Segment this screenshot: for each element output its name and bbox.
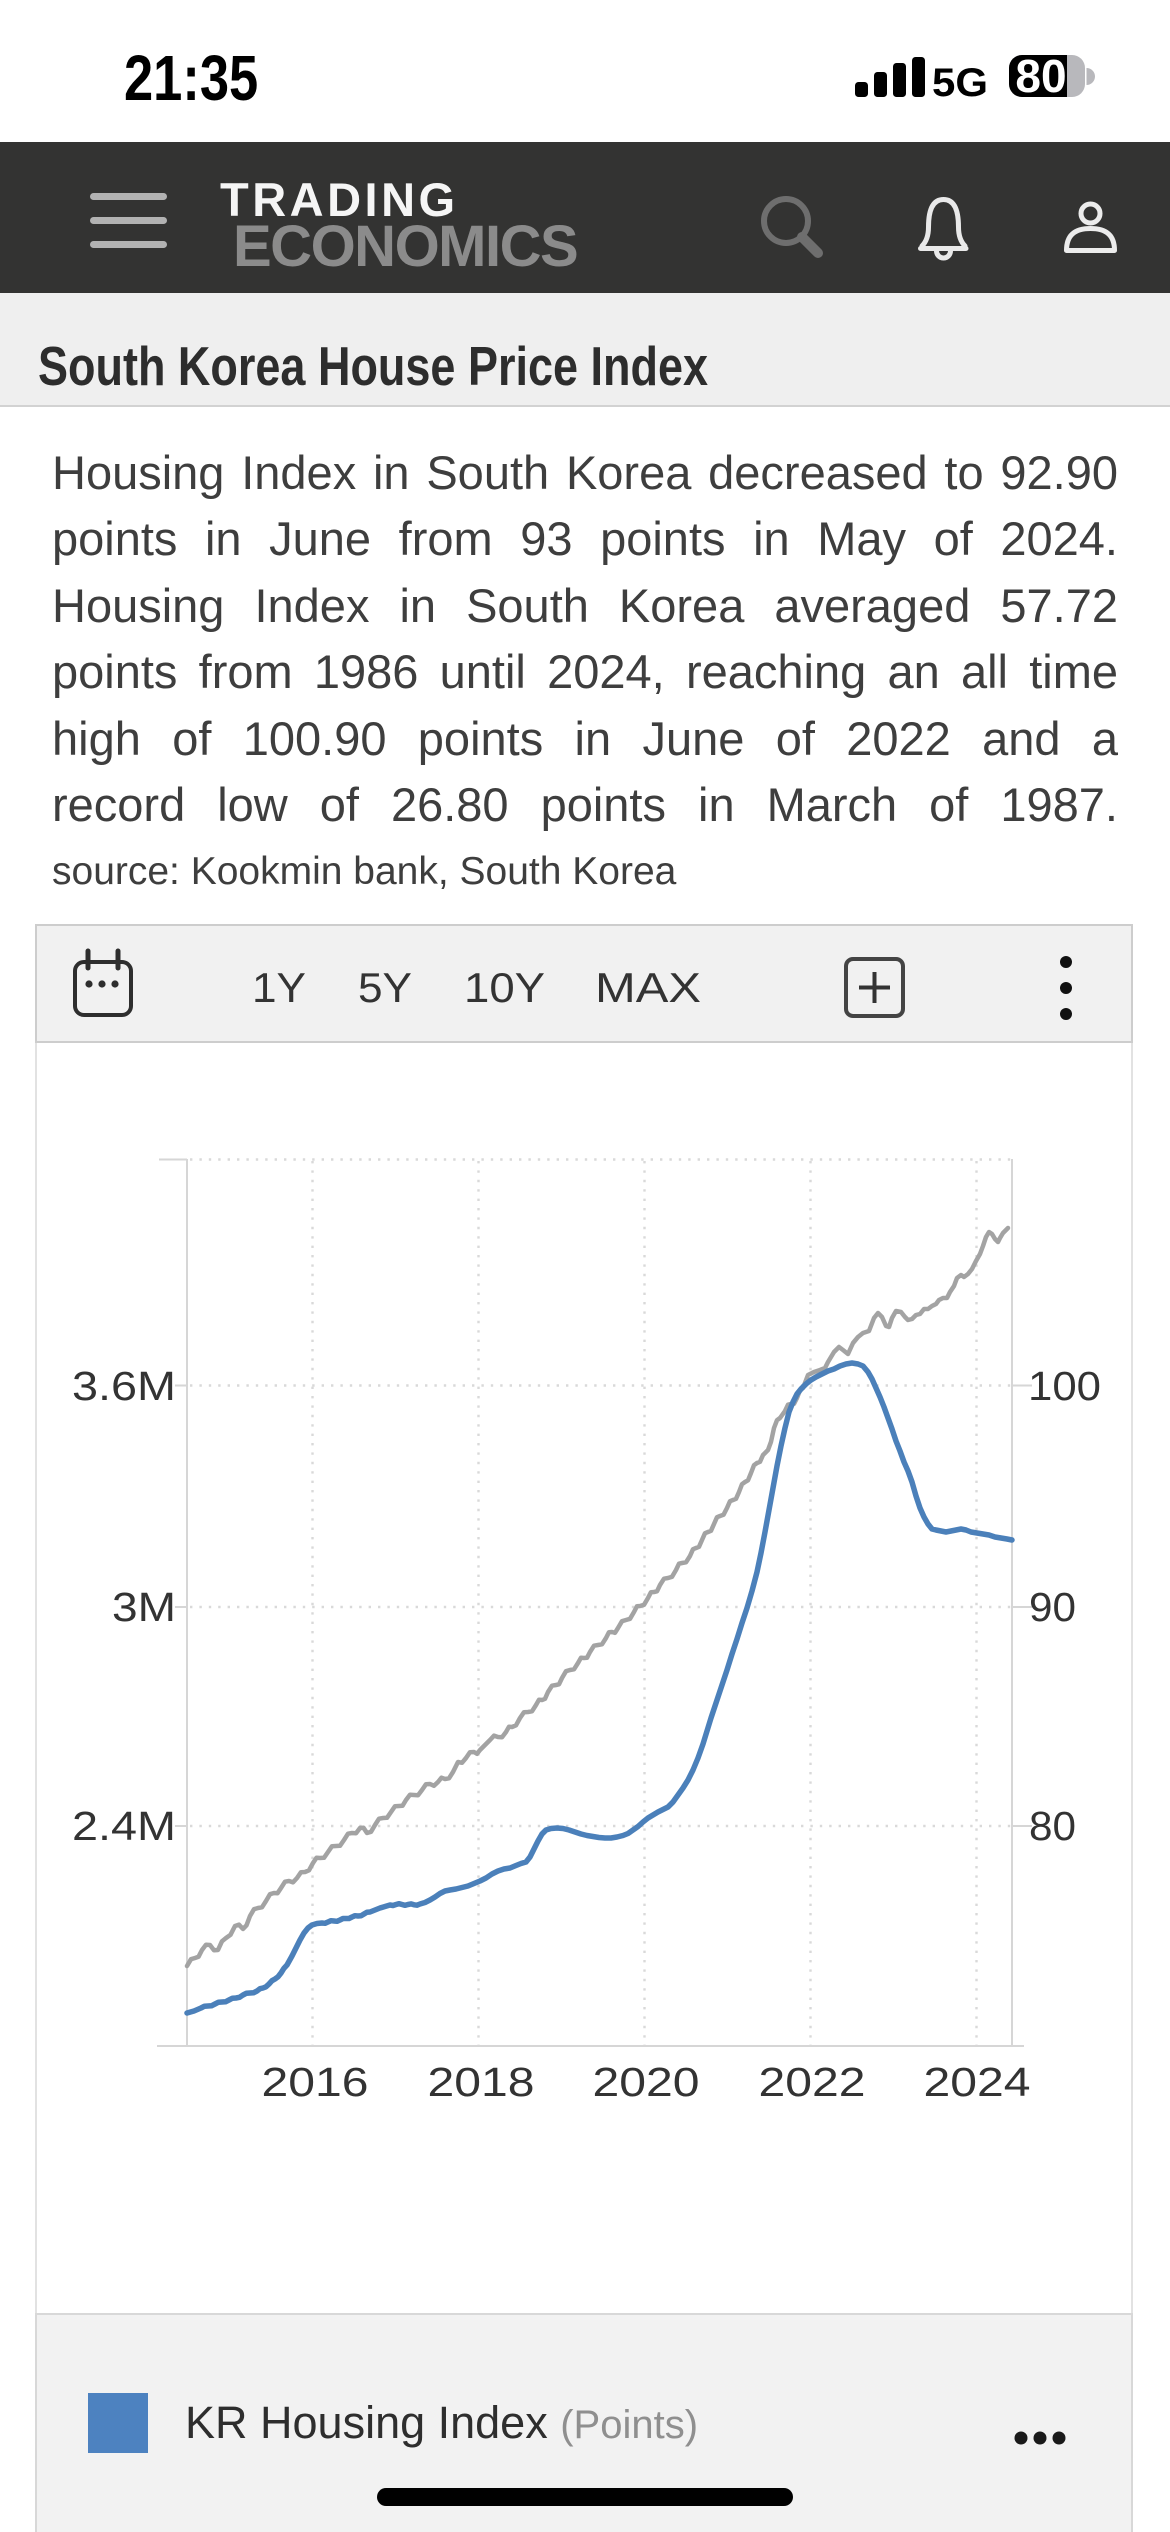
svg-text:5G: 5G: [932, 61, 988, 105]
svg-text:2.4M: 2.4M: [72, 1803, 176, 1849]
svg-text:5Y: 5Y: [358, 964, 412, 1011]
svg-text:3.6M: 3.6M: [72, 1363, 176, 1409]
svg-text:2018: 2018: [428, 2059, 535, 2105]
svg-text:10Y: 10Y: [464, 964, 545, 1011]
svg-text:MAX: MAX: [595, 964, 701, 1011]
svg-text:90: 90: [1029, 1584, 1076, 1630]
svg-text:2020: 2020: [593, 2059, 700, 2105]
svg-text:1Y: 1Y: [252, 964, 306, 1011]
svg-text:2024: 2024: [924, 2059, 1031, 2105]
svg-text:2016: 2016: [262, 2059, 369, 2105]
svg-text:80: 80: [1015, 50, 1066, 102]
svg-text:80: 80: [1029, 1803, 1076, 1849]
svg-text:100: 100: [1028, 1363, 1101, 1409]
svg-text:2022: 2022: [759, 2059, 866, 2105]
svg-text:3M: 3M: [112, 1584, 176, 1630]
